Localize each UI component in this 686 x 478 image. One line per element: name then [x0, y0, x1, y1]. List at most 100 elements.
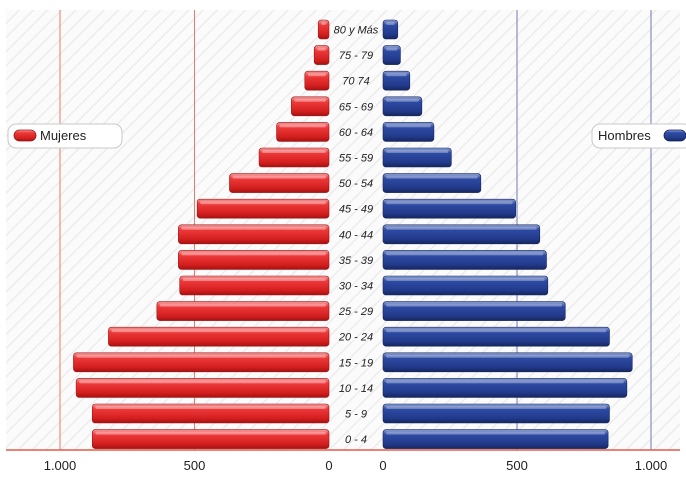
age-labels: 80 y Más 75 - 79 70 74 65 - 69 60 - 64 55 - 5…	[334, 25, 379, 447]
x-tick-right: 0	[379, 458, 386, 473]
bar-hombres	[382, 224, 541, 245]
age-group-label: 60 - 64	[339, 127, 373, 139]
bar-highlight	[386, 380, 624, 384]
bar-mujeres	[258, 147, 330, 168]
bar-hombres	[382, 198, 516, 219]
bar-highlight	[232, 175, 326, 179]
age-group-label: 25 - 29	[338, 306, 373, 318]
bar-hombres	[382, 122, 435, 142]
bar-highlight	[262, 150, 326, 153]
bar-highlight	[181, 226, 326, 230]
bar-highlight	[386, 124, 431, 128]
age-group-label: 45 - 49	[339, 204, 373, 216]
age-group-label: 80 y Más	[334, 25, 379, 37]
age-group-label: 35 - 39	[339, 255, 373, 267]
age-group-label: 30 - 34	[339, 281, 373, 293]
bar-highlight	[386, 226, 537, 230]
bar-highlight	[200, 201, 326, 205]
bar-hombres	[382, 326, 610, 347]
bar-mujeres	[291, 96, 330, 117]
x-tick-left: 0	[325, 458, 332, 473]
age-group-label: 50 - 54	[339, 178, 373, 190]
bar-highlight	[321, 22, 326, 25]
legend-hombres-box	[591, 123, 686, 149]
bar-mujeres	[91, 429, 330, 449]
bar-mujeres	[317, 19, 330, 40]
bar-hombres	[382, 275, 549, 296]
bar-hombres	[382, 45, 401, 65]
age-group-label: 20 - 24	[338, 332, 373, 344]
bar-mujeres	[304, 70, 330, 91]
bar-highlight	[76, 354, 326, 358]
bar-highlight	[386, 98, 419, 102]
bar-highlight	[386, 175, 478, 179]
age-group-label: 15 - 19	[339, 357, 373, 369]
age-group-label: 75 - 79	[339, 50, 373, 62]
age-group-label: 0 - 4	[345, 434, 367, 446]
bar-highlight	[386, 303, 563, 307]
age-group-label: 65 - 69	[339, 101, 373, 113]
age-group-label: 55 - 59	[339, 153, 373, 165]
bar-highlight	[386, 406, 607, 409]
legend-mujeres-box	[7, 123, 123, 149]
bar-mujeres	[156, 301, 330, 321]
bar-hombres	[382, 96, 423, 117]
bar-mujeres	[91, 403, 330, 424]
x-tick-left: 1.000	[44, 458, 77, 473]
legend-swatch-mujeres	[13, 129, 37, 142]
bar-highlight	[386, 201, 513, 205]
bar-mujeres	[229, 173, 330, 193]
bar-mujeres	[178, 250, 330, 270]
bar-highlight	[95, 431, 326, 435]
bar-highlight	[386, 252, 544, 256]
bar-hombres	[382, 378, 628, 398]
bar-highlight	[386, 431, 606, 435]
bar-highlight	[279, 124, 326, 128]
plot-background	[6, 10, 680, 450]
bar-highlight	[386, 329, 607, 333]
bar-mujeres	[75, 378, 330, 398]
bar-hombres	[382, 403, 610, 424]
legend-swatch-hombres	[663, 129, 686, 142]
bar-hombres	[382, 147, 452, 168]
age-group-label: 10 - 14	[339, 383, 373, 395]
bar-highlight	[386, 150, 449, 153]
bar-highlight	[111, 329, 326, 333]
x-tick-right: 1.000	[635, 458, 668, 473]
age-group-label: 5 - 9	[345, 409, 367, 421]
bar-mujeres	[179, 275, 330, 296]
bar-highlight	[317, 47, 326, 51]
legend-label-mujeres: Mujeres	[40, 128, 87, 143]
bar-hombres	[382, 352, 633, 373]
bar-highlight	[95, 406, 326, 409]
bars	[73, 19, 633, 449]
bar-hombres	[382, 429, 609, 449]
bar-hombres	[382, 70, 411, 91]
bar-highlight	[386, 278, 545, 281]
bar-hombres	[382, 173, 482, 193]
bar-highlight	[386, 354, 630, 358]
bar-mujeres	[73, 352, 330, 373]
x-tick-right: 500	[506, 458, 528, 473]
bar-mujeres	[196, 198, 330, 219]
bar-highlight	[294, 98, 326, 102]
bar-highlight	[181, 252, 326, 256]
axis-ticks: 1.000 500 0 0 500 1.000	[44, 458, 668, 473]
bar-mujeres	[276, 122, 330, 142]
x-tick-left: 500	[184, 458, 206, 473]
bar-hombres	[382, 301, 566, 321]
age-group-label: 40 - 44	[339, 229, 373, 241]
bar-mujeres	[313, 45, 330, 65]
bar-hombres	[382, 19, 399, 40]
bar-highlight	[386, 47, 398, 51]
legend-label-hombres: Hombres	[598, 128, 651, 143]
bar-highlight	[159, 303, 326, 307]
legends: Mujeres Hombres	[7, 123, 686, 149]
bar-highlight	[386, 22, 395, 25]
bar-highlight	[79, 380, 326, 384]
bar-mujeres	[178, 224, 330, 245]
bar-hombres	[382, 250, 547, 270]
age-group-label: 70 74	[342, 76, 370, 88]
